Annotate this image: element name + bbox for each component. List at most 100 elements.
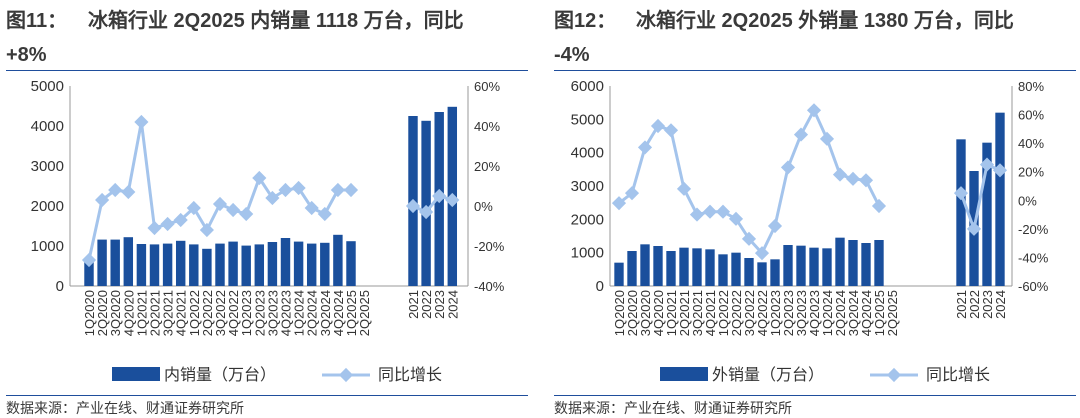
- growth-point: [741, 231, 757, 246]
- x-tick-label: 1Q2021: [664, 290, 679, 336]
- x-tick-label: 2023: [980, 290, 995, 319]
- bar-quarterly: [718, 254, 728, 286]
- bar-quarterly: [835, 237, 845, 286]
- title-rule: [6, 70, 528, 71]
- x-tick-label: 4Q2024: [859, 290, 874, 336]
- growth-point: [134, 114, 149, 130]
- x-tick-label: 2Q2022: [729, 290, 744, 336]
- bar-quarterly: [333, 234, 343, 286]
- x-tick-label: 2Q2020: [625, 290, 640, 336]
- bar-quarterly: [614, 262, 624, 286]
- growth-point: [212, 196, 228, 212]
- x-tick-label: 2021: [954, 290, 969, 319]
- figure-title-line1: 冰箱行业 2Q2025 外销量 1380 万台，同比: [636, 10, 1014, 32]
- bar-quarterly: [874, 240, 884, 286]
- growth-line-annual: [959, 162, 1001, 235]
- growth-point: [239, 206, 254, 222]
- bar-quarterly: [640, 244, 650, 286]
- growth-point: [611, 196, 627, 211]
- growth-point: [304, 200, 319, 216]
- growth-point: [780, 160, 796, 175]
- y-tick-label-left: 4000: [31, 118, 64, 135]
- bar-quarterly: [267, 242, 278, 286]
- x-tick-label: 2Q2021: [677, 290, 692, 336]
- y-tick-label-left: 0: [596, 278, 604, 295]
- source-note: 数据来源：产业在线、财通证券研究所: [6, 400, 244, 416]
- title-rule: [554, 70, 1076, 71]
- growth-point: [793, 127, 809, 142]
- bar-line-chart-domestic: 0 1000 2000 3000 4000 5000 -40% -20% 0% 20% 40% 60%…: [31, 78, 505, 384]
- growth-point: [637, 140, 653, 155]
- bar-quarterly: [346, 241, 356, 286]
- y-tick-label-right: 20%: [1018, 165, 1044, 180]
- x-tick-label: 2022: [419, 290, 434, 319]
- y-tick-label-right: -40%: [1018, 250, 1049, 265]
- growth-point: [767, 218, 783, 234]
- figure-number: 图11：: [6, 10, 68, 32]
- y-tick-label-left: 2000: [31, 198, 64, 215]
- chart-panel-domestic: 图11： 冰箱行业 2Q2025 内销量 1118 万台，同比 +8% 0 1000…: [0, 0, 530, 417]
- y-tick-label-left: 6000: [571, 78, 604, 95]
- growth-point: [173, 212, 188, 228]
- x-tick-label: 1Q2024: [292, 290, 307, 336]
- x-tick-label: 2Q2023: [252, 290, 267, 336]
- x-tick-label: 4Q2023: [807, 290, 822, 336]
- bar-quarterly: [254, 244, 265, 286]
- x-tick-label: 3Q2023: [265, 290, 280, 336]
- legend-label-bar: 内销量（万台）: [164, 366, 276, 384]
- x-tick-label: 2Q2020: [95, 290, 110, 336]
- bar-quarterly: [705, 249, 715, 286]
- bar-quarterly: [306, 243, 317, 286]
- bar-annual: [995, 112, 1005, 286]
- x-tick-label: 2024: [445, 290, 460, 319]
- growth-point: [650, 118, 666, 134]
- x-tick-label: 3Q2021: [690, 290, 705, 336]
- bar-quarterly: [189, 244, 199, 286]
- growth-point: [186, 200, 201, 216]
- x-tick-label: 1Q2023: [239, 290, 254, 336]
- x-tick-label: 2024: [993, 290, 1008, 319]
- growth-point: [330, 182, 345, 198]
- legend-swatch-marker: [886, 367, 902, 383]
- figure-number: 图12：: [554, 10, 617, 32]
- growth-point: [81, 252, 97, 268]
- x-tick-label: 1Q2022: [187, 290, 202, 336]
- bar-quarterly: [679, 247, 689, 286]
- bar-quarterly: [692, 248, 702, 286]
- y-tick-label-left: 4000: [571, 145, 604, 162]
- y-tick-label-left: 1000: [571, 245, 604, 262]
- x-tick-label: 4Q2023: [279, 290, 294, 336]
- bar-line-chart-export: 0 1000 2000 3000 4000 5000 6000 -60% -40% -20% 0% 2…: [571, 78, 1049, 384]
- y-tick-label-right: 20%: [474, 159, 500, 174]
- x-tick-label: 1Q2024: [820, 290, 835, 336]
- bar-quarterly: [783, 245, 793, 286]
- growth-point: [858, 173, 874, 188]
- y-tick-label-right: -40%: [474, 279, 505, 294]
- x-tick-label: 2022: [967, 290, 982, 319]
- bar-quarterly: [136, 244, 147, 286]
- x-tick-label: 3Q2024: [846, 290, 861, 336]
- growth-point: [265, 190, 280, 206]
- x-tick-label: 2Q2024: [305, 290, 320, 336]
- y-tick-label-right: 0%: [474, 199, 493, 214]
- x-tick-label: 1Q2022: [716, 290, 731, 336]
- bar-quarterly: [731, 252, 741, 286]
- growth-line-annual: [412, 194, 453, 214]
- growth-point: [845, 171, 861, 186]
- x-tick-label: 2021: [406, 290, 421, 319]
- bar-quarterly: [653, 246, 663, 286]
- figure-title-line1: 冰箱行业 2Q2025 内销量 1118 万台，同比: [88, 10, 464, 32]
- x-tick-label: 4Q2021: [703, 290, 718, 336]
- bar-quarterly: [770, 259, 780, 286]
- bar-quarterly: [666, 251, 676, 286]
- figure-title: 图11： 冰箱行业 2Q2025 内销量 1118 万台，同比 +8%: [6, 4, 531, 72]
- x-tick-label: 4Q2020: [121, 290, 136, 336]
- y-tick-label-left: 2000: [571, 211, 604, 228]
- bar-quarterly: [97, 239, 107, 286]
- bar-quarterly: [202, 248, 212, 286]
- legend-swatch-marker: [338, 367, 354, 383]
- growth-point: [966, 221, 982, 236]
- growth-point: [715, 204, 731, 219]
- legend-label-bar: 外销量（万台）: [712, 366, 824, 384]
- bar-annual: [421, 120, 431, 286]
